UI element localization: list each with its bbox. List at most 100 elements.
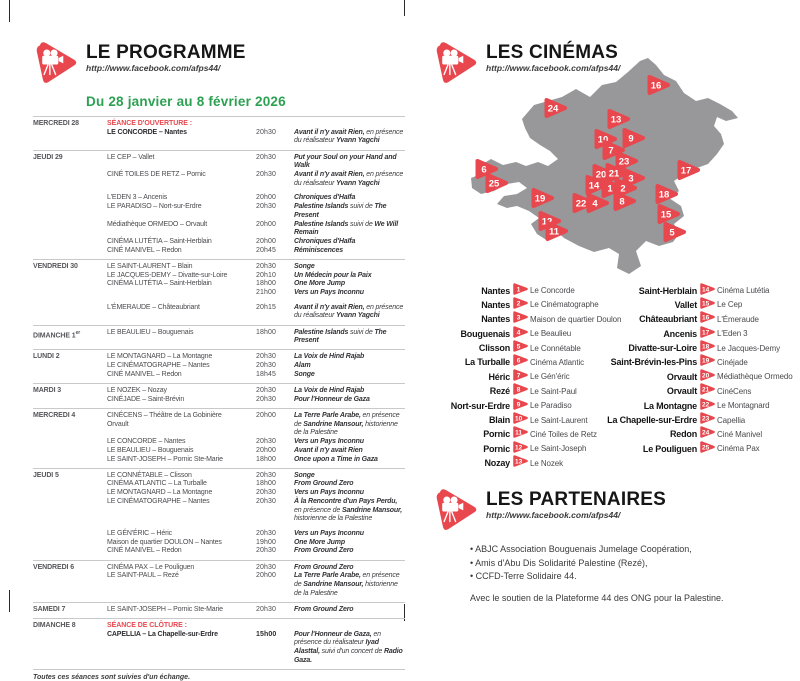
film-title-segment: One More Jump [294,280,345,288]
cinema-name: L'Émeraude [717,314,759,324]
program-footnote: Toutes ces séances sont suivies d'un éch… [33,673,191,681]
film-title-segment: La Terre Parle Arabe, [294,572,361,580]
program-header: LE PROGRAMME http://www.facebook.com/afp… [33,40,411,86]
film-title-segment: One More Jump [294,538,345,546]
map-marker-9: 9 [622,128,645,148]
map-marker-15: 15 [657,204,680,224]
program-day-date: MARDI 3 [33,387,62,395]
program-time: 20h10 [256,271,276,279]
film-title-segment: Sandrine Mansour, [303,580,364,588]
film-note-segment: suivi d'un concert de [319,648,384,656]
cinema-row: Saint-Herblain 14 Cinéma Lutétia [600,282,793,296]
svg-text:18: 18 [702,344,710,351]
program-facebook-url[interactable]: http://www.facebook.com/afps44/ [86,63,221,73]
partners-facebook-url[interactable]: http://www.facebook.com/afps44/ [486,510,621,520]
cinemas-facebook-url[interactable]: http://www.facebook.com/afps44/ [486,63,621,73]
film-title-segment: Yvann Yagchi [336,179,380,187]
program-row: LE BEAULIEU – Bouguenais 20h00 Avant il n'… [107,447,405,456]
cinema-list-left: Nantes 1 Le Concorde Nantes 2 Le Cinémato… [433,282,621,472]
svg-text:5: 5 [517,344,521,351]
map-marker-25: 25 [485,173,508,193]
program-film: From Ground Zero [294,547,405,556]
cinema-number-pin: 23 [700,411,715,429]
cinema-city: La Turballe [464,357,510,368]
cinema-row: Le Pouliguen 25 Cinéma Pax [600,441,793,454]
program-day-date: DIMANCHE 8 [33,622,76,630]
svg-text:9: 9 [628,133,633,144]
map-marker-1: 1 [601,178,624,198]
cinema-number-pin: 17 [700,325,715,343]
program-venue: CINÉ MANIVEL – Redon [107,547,182,555]
projector-play-icon [33,40,79,86]
program-venue: CINÉ MANIVEL – Redon [107,370,182,378]
cinema-list-right: Saint-Herblain 14 Cinéma Lutétia Vallet 1… [600,282,793,458]
program-venue: LE CINÉMATOGRAPHE – Nantes [107,362,210,370]
program-film: À la Rencontre d'un Pays Perdu, en prése… [294,498,405,524]
cinemas-title: LES CINÉMAS [486,42,619,63]
program-time: 20h00 [256,446,276,454]
cinema-city: Saint-Brévin-les-Pins [610,357,698,368]
program-film: La Terre Parle Arabe, en présence de San… [294,412,405,438]
svg-text:24: 24 [548,103,559,114]
film-note-segment: historienne de la Palestine [294,580,398,597]
map-marker-24: 24 [544,98,567,118]
cinema-row: Saint-Brévin-les-Pins 19 Cinéjade [600,354,793,368]
svg-text:1: 1 [607,183,613,194]
program-day-block: DIMANCHE 8 SÉANCE DE CLÔTURE : CAPELLIA – … [33,618,405,669]
film-title-segment: Alam [294,362,311,370]
film-title-segment: From Ground Zero [294,480,354,488]
program-venue: CINÉMA PAX – Le Pouliguen [107,563,195,571]
cinema-number-pin: 15 [700,296,715,314]
map-marker-22: 22 [572,193,595,213]
program-film: Vers un Pays Inconnu [294,530,405,539]
film-title-segment: Chroniques d'Haïfa [294,194,356,202]
cinema-name: Cinéma Atlantic [530,357,585,367]
program-time: 18h45 [256,370,276,378]
cinema-city: Bouguenais [460,328,510,339]
map-marker-16: 16 [647,75,670,95]
film-note-segment: en présence de [294,572,400,588]
program-row: LE SAINT-JOSEPH – Pornic Ste-Marie 18h00 O… [107,456,405,465]
program-time: 20h30 [256,489,276,497]
program-venue: LE MONTAGNARD – La Montagne [107,489,213,497]
svg-text:20: 20 [702,372,710,379]
program-venue: LE CINÉMATOGRAPHE – Nantes [107,497,210,505]
program-row: Maison de quartier DOULON – Nantes 19h00 O… [107,539,405,548]
program-row: LE CONCORDE – Nantes 20h30 Avant il n'y av… [107,129,405,146]
program-time: 18h00 [256,328,276,336]
program-venue: LE MONTAGNARD – La Montagne [107,353,213,361]
program-day-date: MERCREDI 4 [33,411,76,419]
svg-text:16: 16 [651,80,662,91]
film-title-segment: From Ground Zero [294,547,354,555]
program-venue [107,289,253,298]
film-title-segment: The Present [294,328,387,345]
svg-text:7: 7 [608,145,613,156]
map-marker-23: 23 [615,151,638,171]
svg-text:7: 7 [517,372,521,379]
film-title-segment: La Terre Parle Arabe, [294,411,361,419]
program-film: Avant il n'y avait Rien, en présence du … [294,129,405,146]
film-title-segment: From Ground Zero [294,563,354,571]
film-note-segment: historienne de la Palestine [294,420,398,437]
cinema-number-pin: 14 [700,282,715,300]
cinema-row: Nantes 2 Le Cinématographe [433,297,621,310]
cinema-city: Ancenis [663,328,697,339]
program-row: CINÉMA PAX – Le Pouliguen 20h30 From Groun… [107,564,405,573]
program-day-block: MERCREDI 4 CINÉCENS – Théâtre de La Gobin… [33,407,405,468]
cinema-number-pin: 12 [513,440,528,458]
cinema-row: Vallet 15 Le Cep [600,297,793,310]
program-day-block: JEUDI 5 LE CONNÉTABLE – Clisson 20h30 Songe… [33,467,405,560]
program-film: Palestine Islands suivi de The Present [294,329,405,346]
program-row: L'EDEN 3 – Ancenis 20h00 Chroniques d'Haïf… [107,194,405,203]
crop-mark [9,590,10,612]
cinema-row: Nozay 13 Le Nozek [433,455,621,469]
program-row: LE SAINT-LAURENT – Blain 20h30 Songe [107,263,405,272]
program-day-date: MERCREDI 28 [33,120,79,127]
svg-text:14: 14 [702,286,710,293]
cinema-city: Nantes [481,314,510,325]
map-marker-17: 17 [677,160,700,180]
cinema-name: Le Jacques-Demy [717,343,780,353]
svg-text:9: 9 [517,401,521,408]
film-title-segment: Pour l'Honneur de Gaza [294,395,370,403]
film-title-segment: Avant il n'y avait Rien, [294,303,365,311]
